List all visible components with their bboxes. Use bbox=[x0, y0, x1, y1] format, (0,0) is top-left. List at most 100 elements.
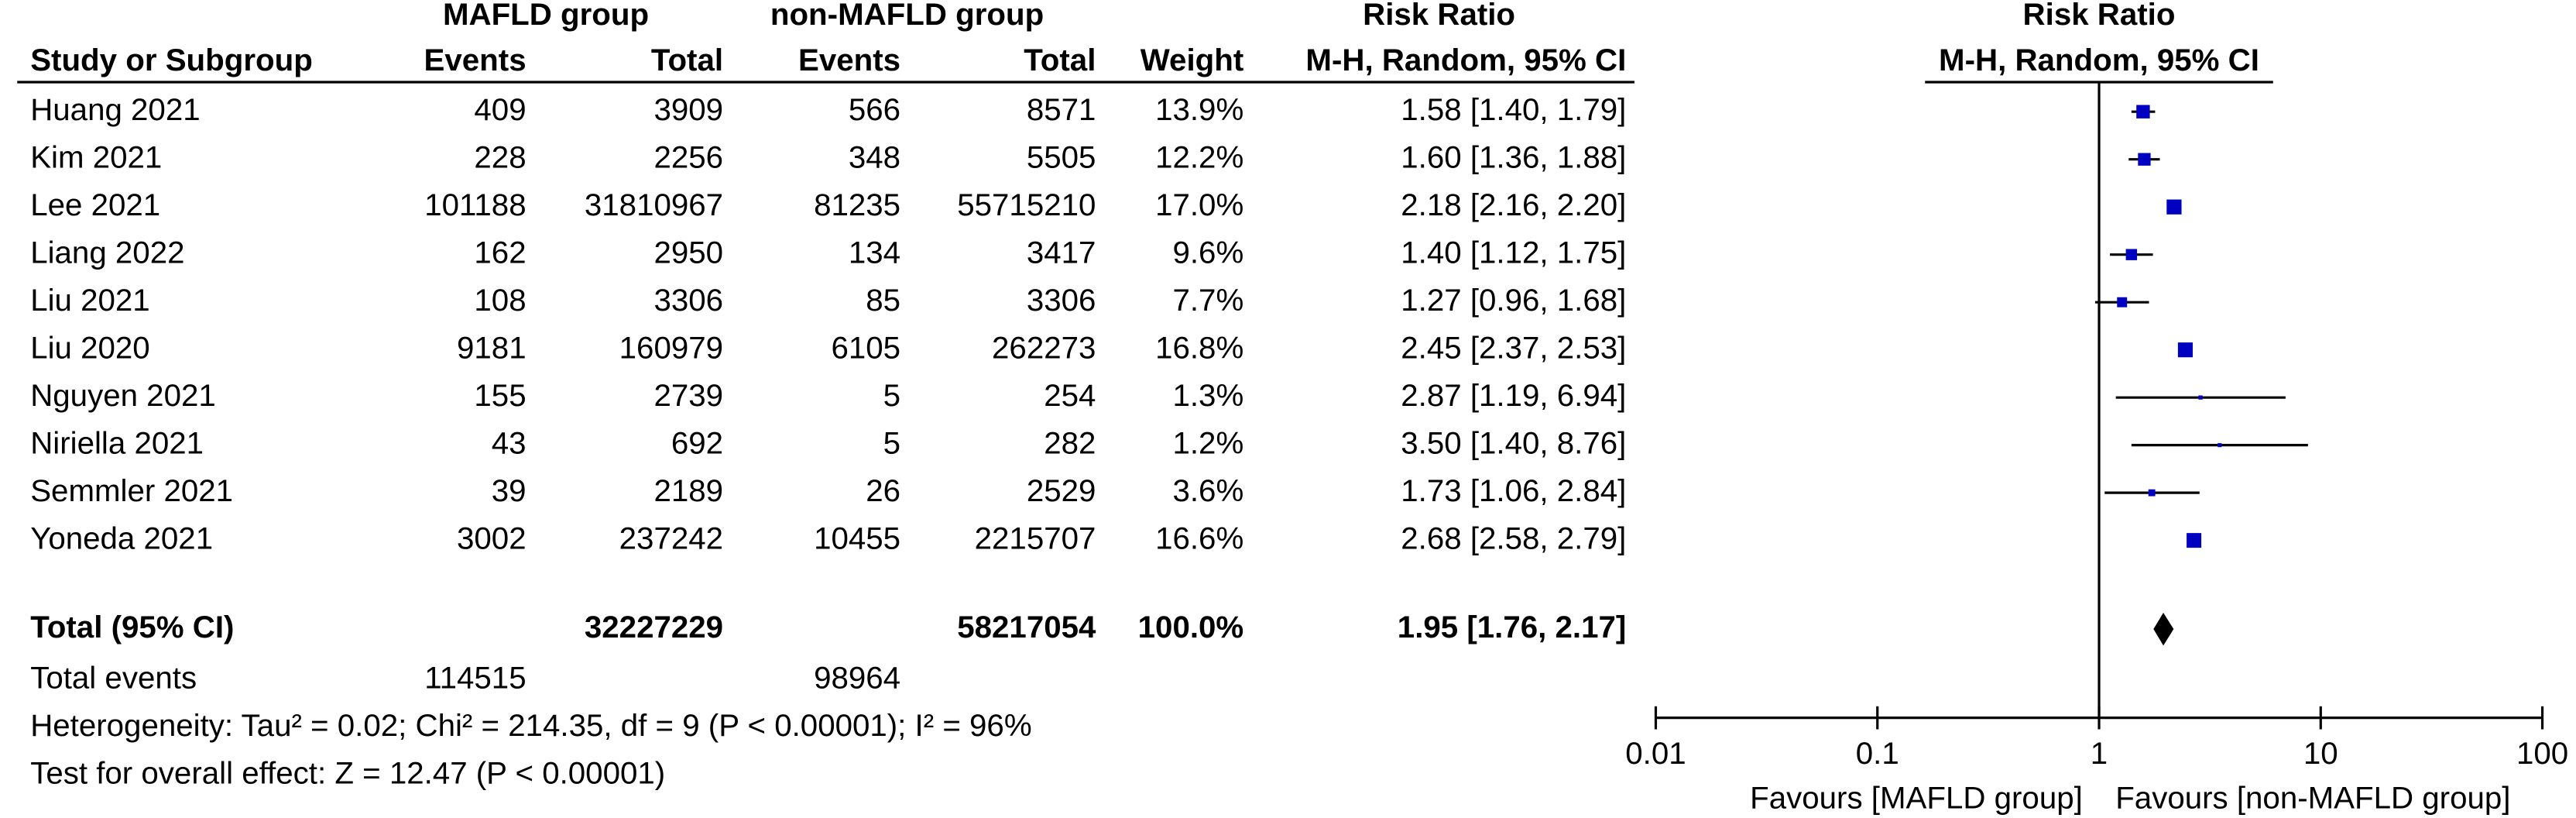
total-events-label: Total events bbox=[30, 661, 197, 696]
group-header: Risk Ratio bbox=[2023, 0, 2176, 32]
study-name: Niriella 2021 bbox=[30, 425, 204, 460]
total: 31810967 bbox=[585, 187, 723, 222]
total: 3306 bbox=[653, 283, 723, 318]
estimate: 2.45 [2.37, 2.53] bbox=[1401, 330, 1626, 365]
events: 108 bbox=[474, 283, 526, 318]
weight: 9.6% bbox=[1172, 235, 1243, 270]
weight: 100.0% bbox=[1138, 610, 1244, 644]
x-tick-label: 0.01 bbox=[1625, 736, 1686, 771]
estimate: 2.87 [1.19, 6.94] bbox=[1401, 378, 1626, 413]
column-header: M-H, Random, 95% CI bbox=[1305, 43, 1626, 77]
estimate-marker bbox=[2148, 489, 2156, 497]
total: 5505 bbox=[1027, 139, 1096, 174]
weight: 16.8% bbox=[1155, 330, 1243, 365]
events: 566 bbox=[849, 92, 900, 127]
events: 98964 bbox=[814, 661, 900, 696]
favours-right: Favours [non-MAFLD group] bbox=[2115, 780, 2510, 815]
group-header: MAFLD group bbox=[443, 0, 649, 32]
study-name: Kim 2021 bbox=[30, 139, 162, 174]
events: 228 bbox=[474, 139, 526, 174]
x-tick-label: 10 bbox=[2303, 736, 2338, 771]
estimate: 1.40 [1.12, 1.75] bbox=[1401, 235, 1626, 270]
estimate-marker bbox=[2166, 199, 2182, 215]
weight: 3.6% bbox=[1172, 473, 1243, 508]
x-tick-label: 100 bbox=[2516, 736, 2568, 771]
estimate: 1.27 [0.96, 1.68] bbox=[1401, 283, 1626, 318]
study-name: Liu 2021 bbox=[30, 283, 150, 318]
total: 237242 bbox=[619, 521, 723, 555]
weight: 1.2% bbox=[1172, 425, 1243, 460]
estimate: 1.73 [1.06, 2.84] bbox=[1401, 473, 1626, 508]
estimate: 2.18 [2.16, 2.20] bbox=[1401, 187, 1626, 222]
total: 3909 bbox=[653, 92, 723, 127]
events: 6105 bbox=[831, 330, 900, 365]
total: 3417 bbox=[1027, 235, 1096, 270]
events: 409 bbox=[474, 92, 526, 127]
study-name: Huang 2021 bbox=[30, 92, 200, 127]
events: 39 bbox=[492, 473, 527, 508]
total: 254 bbox=[1044, 378, 1096, 413]
column-header: M-H, Random, 95% CI bbox=[1939, 43, 2259, 77]
total: 692 bbox=[671, 425, 723, 460]
total: 262273 bbox=[992, 330, 1096, 365]
total: 282 bbox=[1044, 425, 1096, 460]
total: 55715210 bbox=[957, 187, 1096, 222]
events: 134 bbox=[849, 235, 900, 270]
events: 5 bbox=[883, 378, 900, 413]
total: 2739 bbox=[653, 378, 723, 413]
weight: 16.6% bbox=[1155, 521, 1243, 555]
total: 58217054 bbox=[957, 610, 1096, 644]
events: 5 bbox=[883, 425, 900, 460]
weight: 12.2% bbox=[1155, 139, 1243, 174]
events: 43 bbox=[492, 425, 527, 460]
weight: 7.7% bbox=[1172, 283, 1243, 318]
study-name: Liu 2020 bbox=[30, 330, 150, 365]
weight: 13.9% bbox=[1155, 92, 1243, 127]
study-name: Nguyen 2021 bbox=[30, 378, 216, 413]
group-header: Risk Ratio bbox=[1363, 0, 1515, 32]
overall-effect: Test for overall effect: Z = 12.47 (P < … bbox=[30, 756, 665, 791]
estimate-marker bbox=[2117, 297, 2128, 308]
estimate: 1.95 [1.76, 2.17] bbox=[1398, 610, 1627, 644]
column-header: Total bbox=[1024, 43, 1096, 77]
favours-left: Favours [MAFLD group] bbox=[1750, 780, 2083, 815]
events: 10455 bbox=[814, 521, 900, 555]
total: 2256 bbox=[653, 139, 723, 174]
x-tick-label: 0.1 bbox=[1856, 736, 1899, 771]
estimate: 3.50 [1.40, 8.76] bbox=[1401, 425, 1626, 460]
estimate: 1.60 [1.36, 1.88] bbox=[1401, 139, 1626, 174]
total: 2189 bbox=[653, 473, 723, 508]
total: 3306 bbox=[1027, 283, 1096, 318]
pooled-diamond bbox=[2153, 612, 2174, 646]
estimate-marker bbox=[2198, 395, 2203, 400]
column-header: Weight bbox=[1141, 43, 1243, 77]
x-tick-label: 1 bbox=[2091, 736, 2108, 771]
weight: 1.3% bbox=[1172, 378, 1243, 413]
study-name: Lee 2021 bbox=[30, 187, 160, 222]
events: 101188 bbox=[424, 187, 526, 222]
study-name: Liang 2022 bbox=[30, 235, 184, 270]
study-name: Semmler 2021 bbox=[30, 473, 233, 508]
events: 162 bbox=[474, 235, 526, 270]
total: 2950 bbox=[653, 235, 723, 270]
events: 81235 bbox=[814, 187, 900, 222]
estimate-marker bbox=[2218, 443, 2222, 448]
total: 2529 bbox=[1027, 473, 1096, 508]
total-name: Total (95% CI) bbox=[30, 610, 234, 644]
heterogeneity: Heterogeneity: Tau² = 0.02; Chi² = 214.3… bbox=[30, 708, 1031, 743]
total: 8571 bbox=[1027, 92, 1096, 127]
estimate: 2.68 [2.58, 2.79] bbox=[1401, 521, 1626, 555]
events: 26 bbox=[866, 473, 900, 508]
column-header: Events bbox=[424, 43, 527, 77]
column-header: Total bbox=[651, 43, 723, 77]
weight: 17.0% bbox=[1155, 187, 1243, 222]
events: 348 bbox=[849, 139, 900, 174]
total: 32227229 bbox=[585, 610, 723, 644]
events: 3002 bbox=[457, 521, 527, 555]
estimate-marker bbox=[2177, 342, 2193, 358]
events: 9181 bbox=[457, 330, 527, 365]
study-name: Yoneda 2021 bbox=[30, 521, 213, 555]
